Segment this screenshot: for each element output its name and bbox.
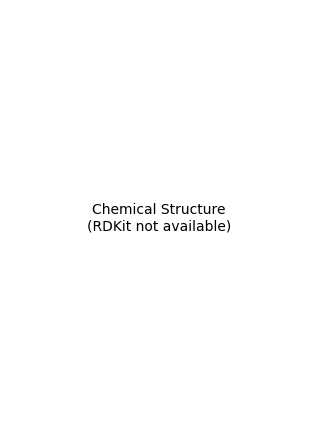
Text: Chemical Structure
(RDKit not available): Chemical Structure (RDKit not available) — [87, 202, 231, 233]
